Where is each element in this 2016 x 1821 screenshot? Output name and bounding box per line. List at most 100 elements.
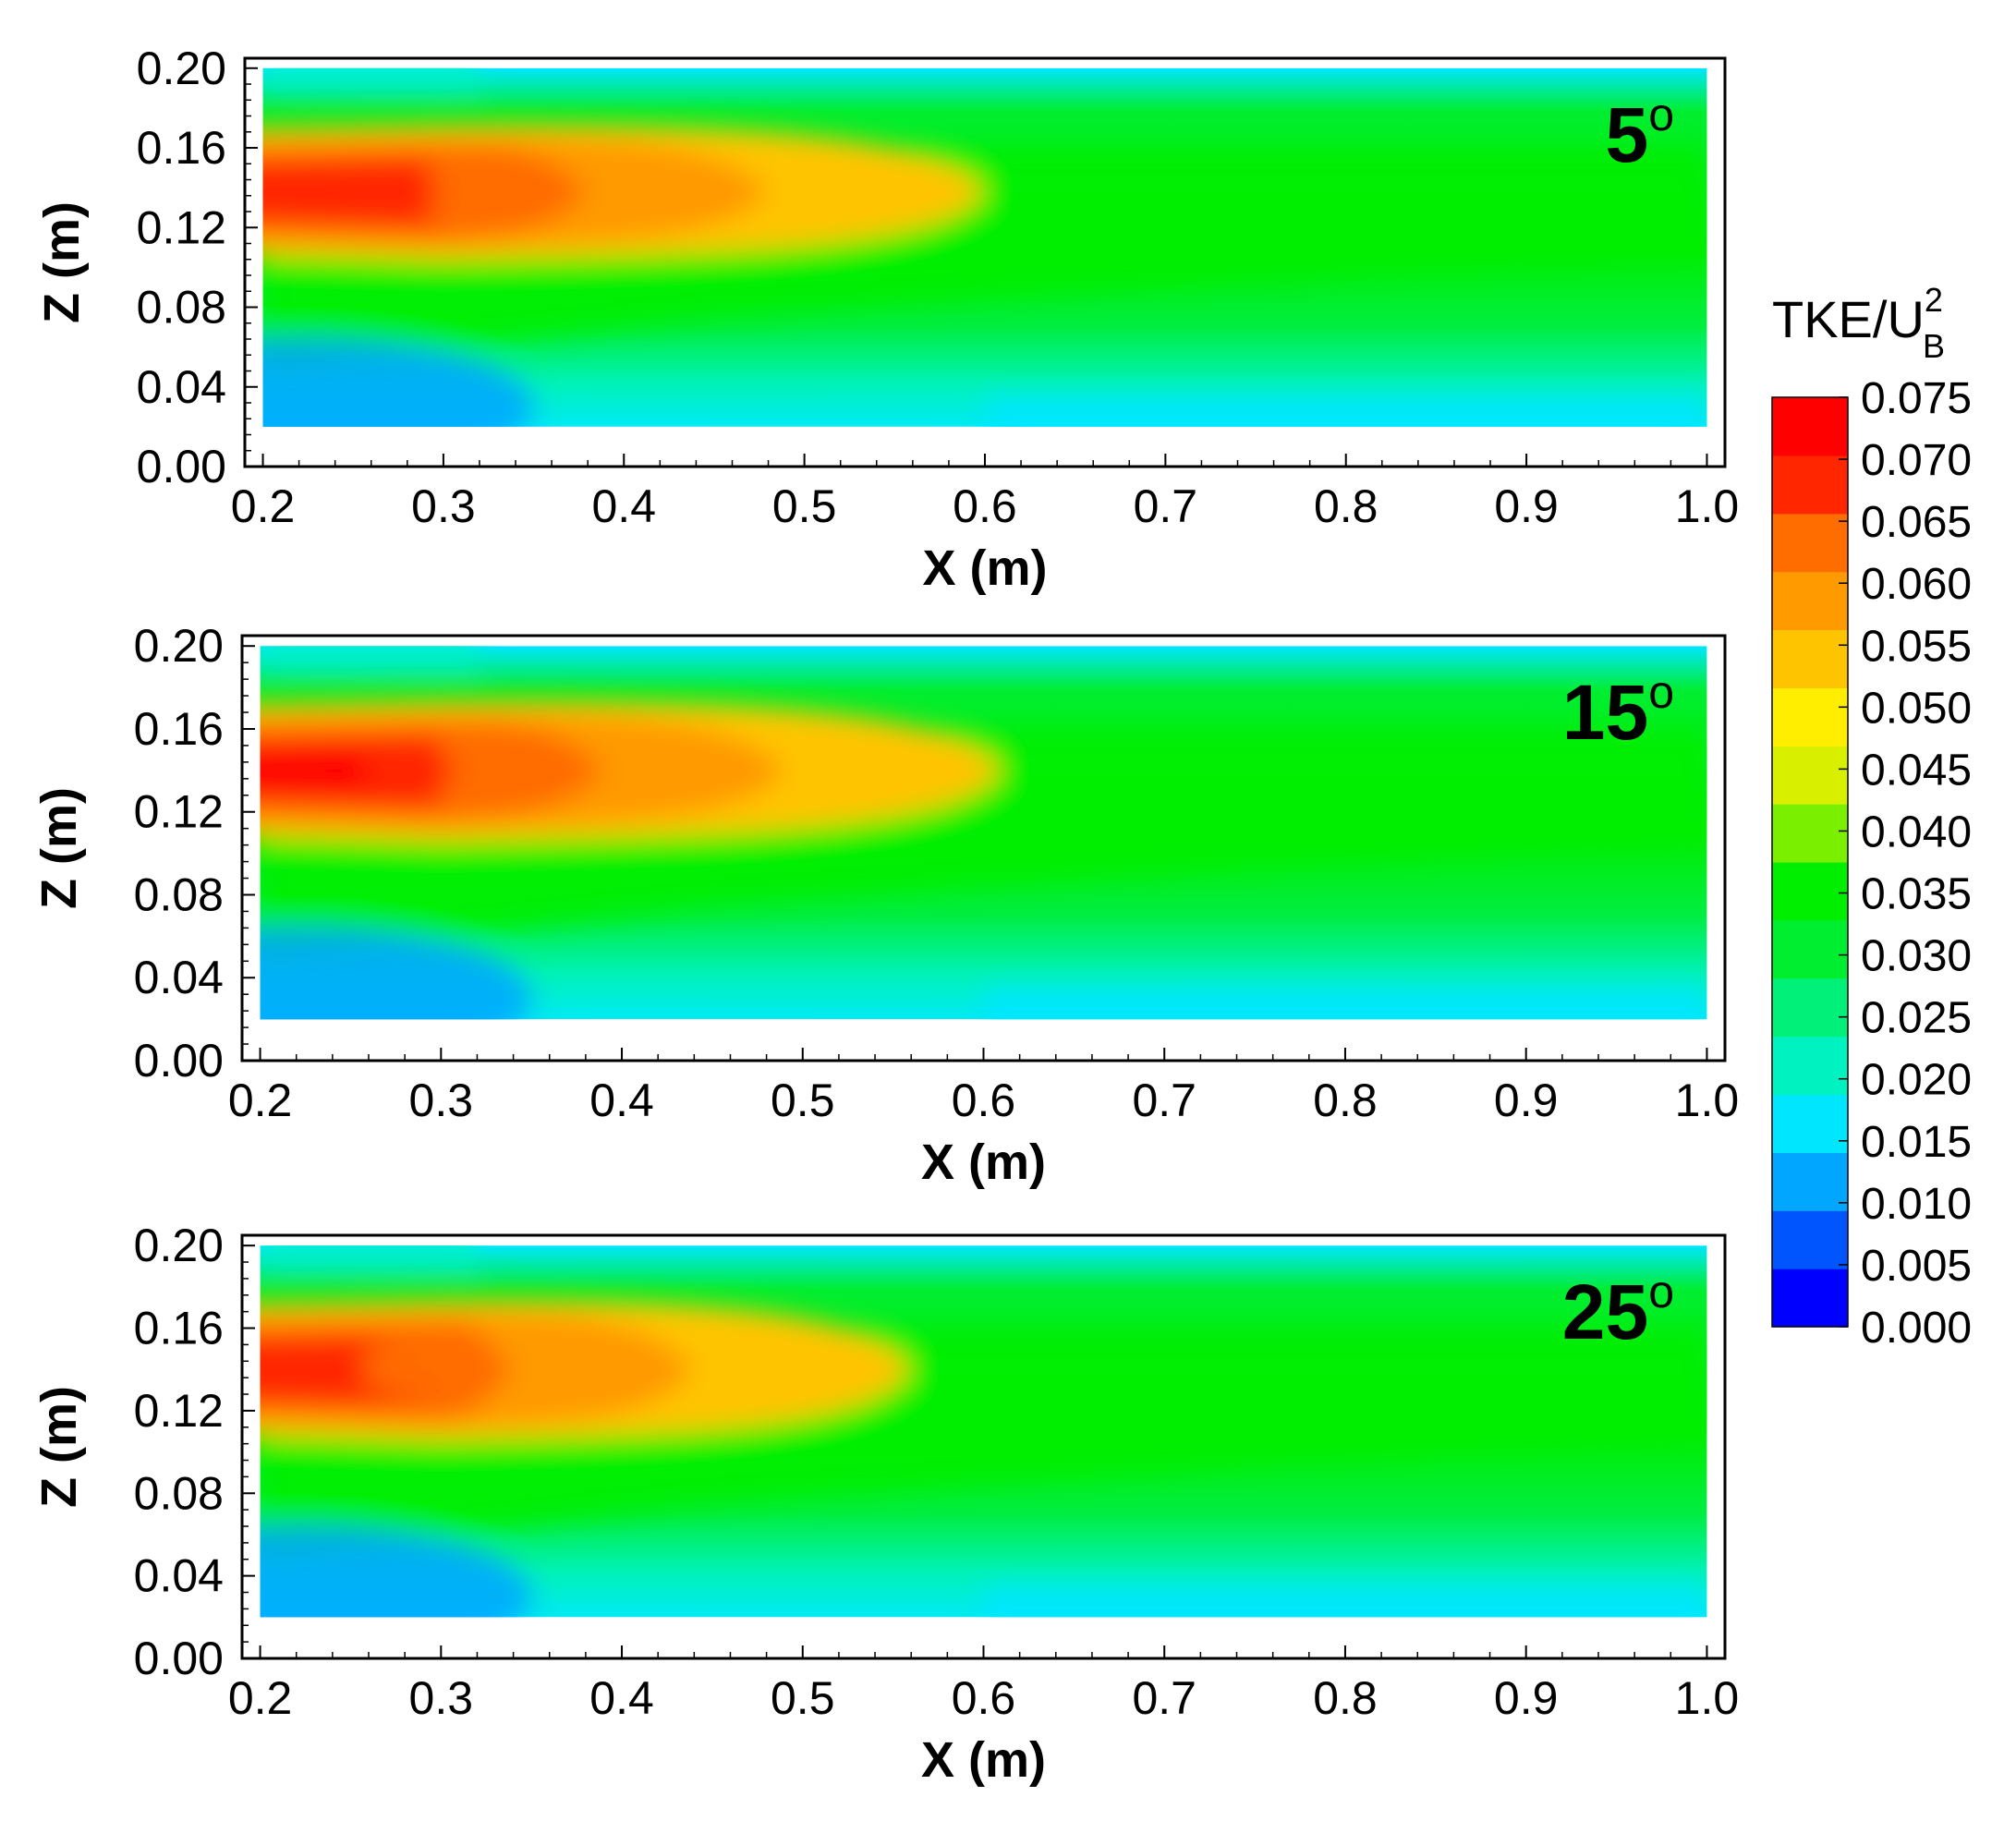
colorbar-title-sub: B <box>1923 327 1945 365</box>
colorbar-tick-label: 0.065 <box>1861 498 1972 547</box>
panel-25-deg: 0.2 0.3 0.4 0.5 0.6 0.7 0.8 0.9 1.0 X (m) 0.00 0.04… <box>31 1220 1739 1788</box>
y-tick-label: 0.04 <box>137 361 226 413</box>
x-tick-label: 0.8 <box>1313 1672 1378 1724</box>
x-tick-label: 0.2 <box>231 480 296 532</box>
y-tick-label: 0.08 <box>137 282 226 334</box>
jet-contour-4 <box>260 1346 442 1394</box>
y-tick-label: 0.12 <box>134 1385 224 1437</box>
y-tick-label: 0.00 <box>134 1035 224 1087</box>
colorbar-swatch <box>1772 919 1848 979</box>
x-tick-label: 0.4 <box>589 1074 654 1126</box>
angle-label: 25o <box>1562 1266 1674 1355</box>
x-tick-label: 0.7 <box>1132 1074 1196 1126</box>
y-tick-label: 0.20 <box>134 1220 224 1271</box>
x-axis-label: X (m) <box>921 1135 1046 1190</box>
x-tick-label: 0.9 <box>1494 480 1559 532</box>
x-axis-label: X (m) <box>923 540 1048 596</box>
top-corner <box>262 67 480 89</box>
colorbar-tick-label: 0.040 <box>1861 807 1972 856</box>
x-tick-label: 0.3 <box>409 1672 474 1724</box>
colorbar-swatch <box>1772 571 1848 631</box>
colorbar-swatch <box>1772 1152 1848 1211</box>
colorbar-title: TKE/U2 B <box>1772 281 1945 365</box>
x-tick-label: 0.6 <box>953 480 1017 532</box>
y-axis-label: Z (m) <box>31 1386 87 1508</box>
low-corner <box>260 1524 532 1618</box>
x-axis: 0.2 0.3 0.4 0.5 0.6 0.7 0.8 0.9 1.0 <box>228 1048 1739 1126</box>
colorbar-tick-label: 0.010 <box>1861 1180 1972 1229</box>
y-tick-label: 0.16 <box>134 1303 224 1354</box>
x-tick-label: 0.8 <box>1313 1074 1378 1126</box>
colorbar-swatch <box>1772 687 1848 747</box>
y-tick-label: 0.00 <box>134 1633 224 1684</box>
angle-degree: o <box>1648 666 1674 718</box>
colorbar-tick-label: 0.030 <box>1861 932 1972 981</box>
y-tick-label: 0.20 <box>134 620 224 672</box>
x-tick-label: 0.8 <box>1314 480 1378 532</box>
x-tick-label: 0.7 <box>1134 480 1198 532</box>
y-tick-label: 0.12 <box>134 786 224 838</box>
x-tick-label: 0.5 <box>771 1672 835 1724</box>
y-tick-label: 0.04 <box>134 952 224 1003</box>
bottom-strip <box>983 1585 1707 1618</box>
contour-panels: 0.2 0.3 0.4 0.5 0.6 0.7 0.8 0.9 1.0 X (m) 0.00 0.04… <box>31 42 1739 1788</box>
y-axis-label: Z (m) <box>31 787 87 909</box>
colorbar: TKE/U2 B 0.075 0.070 0.065 0.060 0.055 0.050 0.… <box>1771 281 1972 1353</box>
colorbar-swatch <box>1772 804 1848 863</box>
x-tick-label: 0.5 <box>771 1074 835 1126</box>
top-corner <box>260 646 478 667</box>
colorbar-tick-label: 0.060 <box>1861 560 1972 609</box>
y-tick-label: 0.04 <box>134 1550 224 1602</box>
colorbar-tick-label: 0.035 <box>1861 870 1972 919</box>
jet-contour-4 <box>260 747 442 795</box>
x-tick-label: 1.0 <box>1675 1672 1740 1724</box>
low-corner <box>260 926 532 1020</box>
colorbar-tick-label: 0.055 <box>1861 622 1972 671</box>
low-corner <box>262 336 534 427</box>
angle-number: 5 <box>1605 91 1648 178</box>
colorbar-title-sup: 2 <box>1925 281 1943 319</box>
y-tick-label: 0.20 <box>137 42 226 94</box>
y-axis-label: Z (m) <box>34 201 90 323</box>
panel-15-deg: 0.2 0.3 0.4 0.5 0.6 0.7 0.8 0.9 1.0 X (m) 0.00 0.04… <box>31 620 1739 1190</box>
jet-contour-4 <box>262 169 443 215</box>
x-tick-label: 1.0 <box>1675 480 1740 532</box>
contour-field <box>260 646 1707 1020</box>
colorbar-title-main: TKE/U <box>1772 290 1925 348</box>
colorbar-tick-label: 0.025 <box>1861 994 1972 1043</box>
x-tick-label: 0.3 <box>411 480 476 532</box>
colorbar-tick-label: 0.050 <box>1861 684 1972 733</box>
y-tick-label: 0.16 <box>134 703 224 755</box>
angle-number: 25 <box>1562 1269 1648 1355</box>
x-tick-label: 0.4 <box>592 480 657 532</box>
contour-field <box>260 1245 1707 1618</box>
y-axis: 0.00 0.04 0.08 0.12 0.16 0.20 <box>137 42 258 492</box>
angle-label: 15o <box>1562 666 1674 756</box>
y-tick-label: 0.08 <box>134 868 224 920</box>
x-tick-label: 0.9 <box>1494 1074 1559 1126</box>
colorbar-frame <box>1771 396 1849 1328</box>
x-tick-label: 0.2 <box>228 1672 293 1724</box>
colorbar-swatch <box>1772 397 1848 456</box>
colorbar-swatch <box>1772 1036 1848 1096</box>
panel-5-deg: 0.2 0.3 0.4 0.5 0.6 0.7 0.8 0.9 1.0 X (m) 0.00 0.04… <box>34 42 1739 596</box>
x-tick-label: 0.5 <box>772 480 837 532</box>
angle-label: 5o <box>1605 89 1674 178</box>
contour-field <box>262 67 1707 427</box>
y-tick-label: 0.12 <box>137 201 226 253</box>
x-axis-label: X (m) <box>921 1732 1046 1788</box>
colorbar-swatch <box>1772 746 1848 805</box>
colorbar-swatch <box>1772 455 1848 515</box>
colorbar-swatch <box>1772 862 1848 921</box>
colorbar-swatch <box>1772 1210 1848 1269</box>
y-tick-label: 0.16 <box>137 122 226 174</box>
angle-degree: o <box>1648 89 1674 140</box>
x-tick-label: 0.9 <box>1494 1672 1559 1724</box>
colorbar-tick-label: 0.000 <box>1861 1304 1972 1353</box>
colorbar-tick-label: 0.070 <box>1861 436 1972 485</box>
bottom-strip <box>983 988 1707 1020</box>
x-axis: 0.2 0.3 0.4 0.5 0.6 0.7 0.8 0.9 1.0 <box>228 1645 1739 1724</box>
y-tick-label: 0.08 <box>134 1467 224 1519</box>
top-corner <box>260 1245 478 1267</box>
